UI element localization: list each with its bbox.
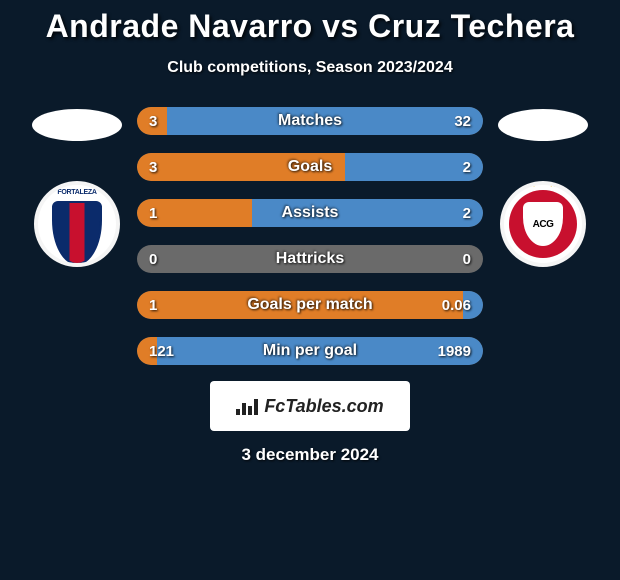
stat-value-left: 1	[149, 199, 157, 227]
stat-value-right: 32	[454, 107, 471, 135]
brand-badge: FcTables.com	[210, 381, 410, 431]
stat-bar: Matches3 32	[137, 107, 483, 135]
infographic-container: Andrade Navarro vs Cruz Techera Club com…	[0, 0, 620, 465]
stat-label: Matches	[137, 107, 483, 135]
left-player-col	[27, 107, 127, 267]
stat-bars: Matches332Goals32Assists12Hattricks00Goa…	[137, 107, 483, 365]
stat-bar: Min per goal121 1989	[137, 337, 483, 365]
stat-value-right: 0	[463, 245, 471, 273]
stat-value-left: 121	[149, 337, 174, 365]
stat-value-left: 3	[149, 107, 157, 135]
page-subtitle: Club competitions, Season 2023/2024	[0, 59, 620, 77]
stat-bar: Hattricks0 0	[137, 245, 483, 273]
stat-value-left: 0	[149, 245, 157, 273]
stat-value-left: 1	[149, 291, 157, 319]
date-text: 3 december 2024	[0, 445, 620, 465]
stat-label: Goals	[137, 153, 483, 181]
right-club-badge-inner: ★ ★ ACG	[509, 190, 577, 258]
left-player-avatar-placeholder	[32, 109, 122, 141]
stat-value-right: 0.06	[442, 291, 471, 319]
stat-value-right: 2	[463, 153, 471, 181]
right-club-badge: ★ ★ ACG	[500, 181, 586, 267]
right-club-shield: ACG	[523, 202, 563, 246]
star-icon: ★	[549, 181, 556, 189]
brand-text: FcTables.com	[264, 396, 383, 417]
left-club-badge	[34, 181, 120, 267]
stat-bar: Assists1 2	[137, 199, 483, 227]
stat-label: Min per goal	[137, 337, 483, 365]
stat-bar: Goals per match1 0.06	[137, 291, 483, 319]
right-club-initials: ACG	[533, 219, 554, 230]
right-player-avatar-placeholder	[498, 109, 588, 141]
stat-label: Goals per match	[137, 291, 483, 319]
page-title: Andrade Navarro vs Cruz Techera	[0, 8, 620, 45]
stat-label: Assists	[137, 199, 483, 227]
stat-bar: Goals3 2	[137, 153, 483, 181]
stat-value-right: 2	[463, 199, 471, 227]
star-icon: ★	[529, 181, 536, 189]
main-row: Matches332Goals32Assists12Hattricks00Goa…	[0, 107, 620, 365]
bar-chart-icon	[236, 397, 258, 415]
stat-value-right: 1989	[438, 337, 471, 365]
stat-label: Hattricks	[137, 245, 483, 273]
stat-value-left: 3	[149, 153, 157, 181]
right-player-col: ★ ★ ACG	[493, 107, 593, 267]
